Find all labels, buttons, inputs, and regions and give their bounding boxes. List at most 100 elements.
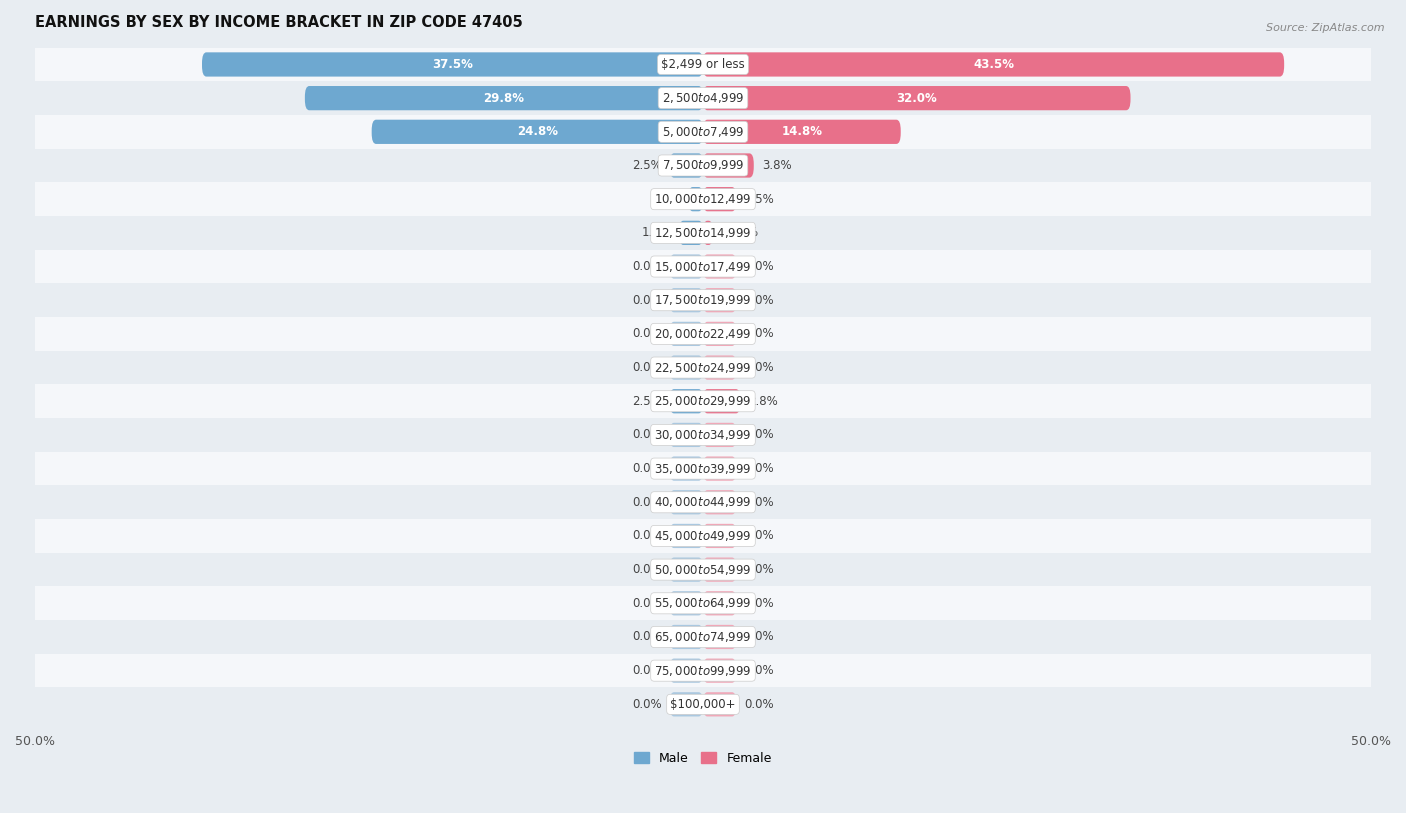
Text: $45,000 to $49,999: $45,000 to $49,999 bbox=[654, 529, 752, 543]
FancyBboxPatch shape bbox=[703, 692, 737, 716]
Text: 2.5%: 2.5% bbox=[631, 159, 662, 172]
Bar bbox=[35, 586, 1371, 620]
Bar bbox=[35, 452, 1371, 485]
FancyBboxPatch shape bbox=[703, 659, 737, 683]
FancyBboxPatch shape bbox=[703, 52, 1284, 76]
Text: 14.8%: 14.8% bbox=[782, 125, 823, 138]
Text: $10,000 to $12,499: $10,000 to $12,499 bbox=[654, 192, 752, 207]
Text: 0.0%: 0.0% bbox=[631, 428, 662, 441]
Legend: Male, Female: Male, Female bbox=[630, 747, 776, 770]
Text: 37.5%: 37.5% bbox=[432, 58, 472, 71]
FancyBboxPatch shape bbox=[202, 52, 703, 76]
Text: 0.0%: 0.0% bbox=[744, 293, 775, 307]
FancyBboxPatch shape bbox=[703, 322, 737, 346]
Text: $50,000 to $54,999: $50,000 to $54,999 bbox=[654, 563, 752, 576]
Text: 1.1%: 1.1% bbox=[651, 193, 681, 206]
FancyBboxPatch shape bbox=[669, 692, 703, 716]
Text: $17,500 to $19,999: $17,500 to $19,999 bbox=[654, 293, 752, 307]
Bar bbox=[35, 81, 1371, 115]
Text: $55,000 to $64,999: $55,000 to $64,999 bbox=[654, 596, 752, 611]
FancyBboxPatch shape bbox=[689, 187, 703, 211]
Text: $12,500 to $14,999: $12,500 to $14,999 bbox=[654, 226, 752, 240]
Text: Source: ZipAtlas.com: Source: ZipAtlas.com bbox=[1267, 23, 1385, 33]
Text: $25,000 to $29,999: $25,000 to $29,999 bbox=[654, 394, 752, 408]
Text: 43.5%: 43.5% bbox=[973, 58, 1014, 71]
Text: 0.0%: 0.0% bbox=[631, 630, 662, 643]
Text: 0.0%: 0.0% bbox=[744, 597, 775, 610]
Bar bbox=[35, 216, 1371, 250]
FancyBboxPatch shape bbox=[669, 591, 703, 615]
Text: $5,000 to $7,499: $5,000 to $7,499 bbox=[662, 125, 744, 139]
Bar bbox=[35, 250, 1371, 284]
FancyBboxPatch shape bbox=[703, 154, 754, 177]
Text: 0.0%: 0.0% bbox=[744, 328, 775, 341]
Text: 0.0%: 0.0% bbox=[631, 496, 662, 509]
Text: $22,500 to $24,999: $22,500 to $24,999 bbox=[654, 360, 752, 375]
Text: 0.0%: 0.0% bbox=[631, 664, 662, 677]
FancyBboxPatch shape bbox=[703, 254, 737, 279]
Bar bbox=[35, 418, 1371, 452]
Text: $15,000 to $17,499: $15,000 to $17,499 bbox=[654, 259, 752, 273]
Text: $100,000+: $100,000+ bbox=[671, 698, 735, 711]
Bar bbox=[35, 520, 1371, 553]
Text: 0.0%: 0.0% bbox=[744, 529, 775, 542]
FancyBboxPatch shape bbox=[669, 659, 703, 683]
Text: 0.0%: 0.0% bbox=[744, 563, 775, 576]
Text: $35,000 to $39,999: $35,000 to $39,999 bbox=[654, 462, 752, 476]
Bar bbox=[35, 149, 1371, 182]
Text: 0.0%: 0.0% bbox=[631, 462, 662, 475]
Text: 24.8%: 24.8% bbox=[517, 125, 558, 138]
Bar bbox=[35, 115, 1371, 149]
Bar bbox=[35, 654, 1371, 688]
Text: $2,499 or less: $2,499 or less bbox=[661, 58, 745, 71]
Text: 2.5%: 2.5% bbox=[631, 395, 662, 408]
Text: 0.0%: 0.0% bbox=[744, 664, 775, 677]
Text: 0.0%: 0.0% bbox=[631, 529, 662, 542]
FancyBboxPatch shape bbox=[669, 490, 703, 515]
Text: 0.0%: 0.0% bbox=[744, 698, 775, 711]
Text: 0.0%: 0.0% bbox=[744, 630, 775, 643]
Bar bbox=[35, 350, 1371, 385]
FancyBboxPatch shape bbox=[703, 591, 737, 615]
FancyBboxPatch shape bbox=[669, 423, 703, 447]
Text: 0.75%: 0.75% bbox=[721, 226, 758, 239]
Text: 3.8%: 3.8% bbox=[762, 159, 792, 172]
Bar bbox=[35, 284, 1371, 317]
FancyBboxPatch shape bbox=[669, 254, 703, 279]
FancyBboxPatch shape bbox=[669, 322, 703, 346]
Text: $75,000 to $99,999: $75,000 to $99,999 bbox=[654, 663, 752, 678]
Text: 0.0%: 0.0% bbox=[631, 260, 662, 273]
FancyBboxPatch shape bbox=[703, 558, 737, 582]
FancyBboxPatch shape bbox=[669, 355, 703, 380]
Text: 0.0%: 0.0% bbox=[744, 260, 775, 273]
FancyBboxPatch shape bbox=[679, 220, 703, 245]
Text: 32.0%: 32.0% bbox=[897, 92, 938, 105]
FancyBboxPatch shape bbox=[703, 187, 737, 211]
FancyBboxPatch shape bbox=[703, 389, 741, 413]
FancyBboxPatch shape bbox=[703, 355, 737, 380]
Bar bbox=[35, 553, 1371, 586]
Text: 0.0%: 0.0% bbox=[631, 698, 662, 711]
FancyBboxPatch shape bbox=[703, 524, 737, 548]
Text: 0.0%: 0.0% bbox=[631, 597, 662, 610]
FancyBboxPatch shape bbox=[703, 288, 737, 312]
Text: 0.0%: 0.0% bbox=[631, 293, 662, 307]
Text: 0.0%: 0.0% bbox=[631, 563, 662, 576]
Text: $30,000 to $34,999: $30,000 to $34,999 bbox=[654, 428, 752, 442]
Text: 0.0%: 0.0% bbox=[631, 361, 662, 374]
FancyBboxPatch shape bbox=[703, 220, 713, 245]
Bar bbox=[35, 48, 1371, 81]
Text: $40,000 to $44,999: $40,000 to $44,999 bbox=[654, 495, 752, 509]
Text: $7,500 to $9,999: $7,500 to $9,999 bbox=[662, 159, 744, 172]
FancyBboxPatch shape bbox=[669, 558, 703, 582]
FancyBboxPatch shape bbox=[669, 389, 703, 413]
FancyBboxPatch shape bbox=[669, 524, 703, 548]
Text: $2,500 to $4,999: $2,500 to $4,999 bbox=[662, 91, 744, 105]
Bar bbox=[35, 182, 1371, 216]
FancyBboxPatch shape bbox=[703, 423, 737, 447]
FancyBboxPatch shape bbox=[703, 490, 737, 515]
Text: 0.0%: 0.0% bbox=[744, 496, 775, 509]
FancyBboxPatch shape bbox=[669, 154, 703, 177]
FancyBboxPatch shape bbox=[703, 456, 737, 480]
Text: 0.0%: 0.0% bbox=[744, 462, 775, 475]
